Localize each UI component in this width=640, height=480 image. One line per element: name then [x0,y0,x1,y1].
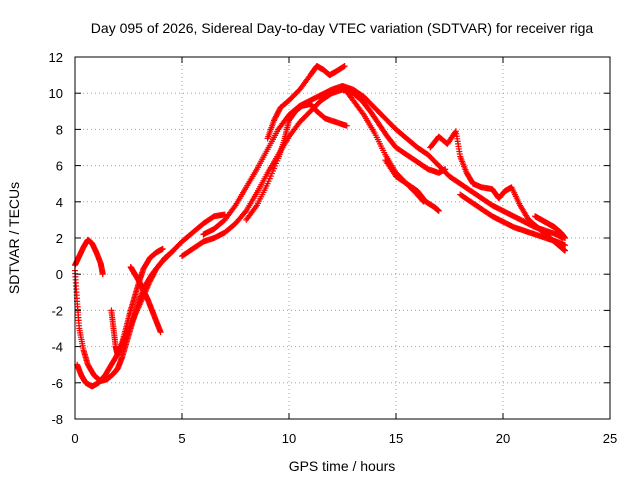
x-tick-label: 0 [71,431,78,446]
x-tick-label: 20 [496,431,510,446]
data-point [435,207,442,214]
data-point [99,271,106,278]
data-point [341,63,348,70]
grid [75,57,610,419]
series-pass-6 [179,86,449,260]
data-point [562,247,569,254]
series-pass-9 [264,63,348,142]
series-pass-14 [532,213,569,241]
y-tick-label: 0 [56,267,63,282]
series-pass-10 [339,82,442,214]
series-pass-7 [200,82,566,241]
y-tick-label: -2 [51,303,63,318]
series-pass-11 [382,157,427,205]
axis-ticks: 0 5 10 15 20 25 -8 -6 -4 -2 0 2 4 6 8 10 12 [49,50,618,446]
data-point [157,329,164,336]
data-point [159,245,166,252]
y-tick-label: 10 [49,86,63,101]
data-point [343,122,350,129]
data-point [420,198,427,205]
data-point [562,235,569,241]
y-tick-label: 12 [49,50,63,65]
series-pass-8 [243,101,350,223]
y-tick-label: -6 [51,376,63,391]
data-point [169,248,176,255]
y-tick-label: 2 [56,231,63,246]
x-tick-label: 25 [603,431,617,446]
data-point [452,129,459,136]
y-axis-label: SDTVAR / TECUs [6,182,22,294]
series-pass-5 [127,263,164,336]
y-tick-label: 8 [56,122,63,137]
data-marks [72,63,569,390]
data-point [562,242,569,249]
series-pass-12 [427,128,569,254]
chart-title: Day 095 of 2026, Sidereal Day-to-day VTE… [91,20,594,36]
y-tick-label: 4 [56,195,63,210]
x-tick-label: 5 [178,431,185,446]
data-point [420,198,427,205]
x-tick-label: 10 [282,431,296,446]
x-tick-label: 15 [389,431,403,446]
y-tick-label: 6 [56,159,63,174]
data-point [170,247,177,254]
series-pass-3 [74,247,177,390]
x-axis-label: GPS time / hours [289,458,396,474]
plot-frame [74,56,611,420]
data-point [242,209,249,216]
y-tick-label: -8 [51,412,63,427]
series-pass-13 [457,191,569,249]
y-tick-label: -4 [51,340,63,355]
